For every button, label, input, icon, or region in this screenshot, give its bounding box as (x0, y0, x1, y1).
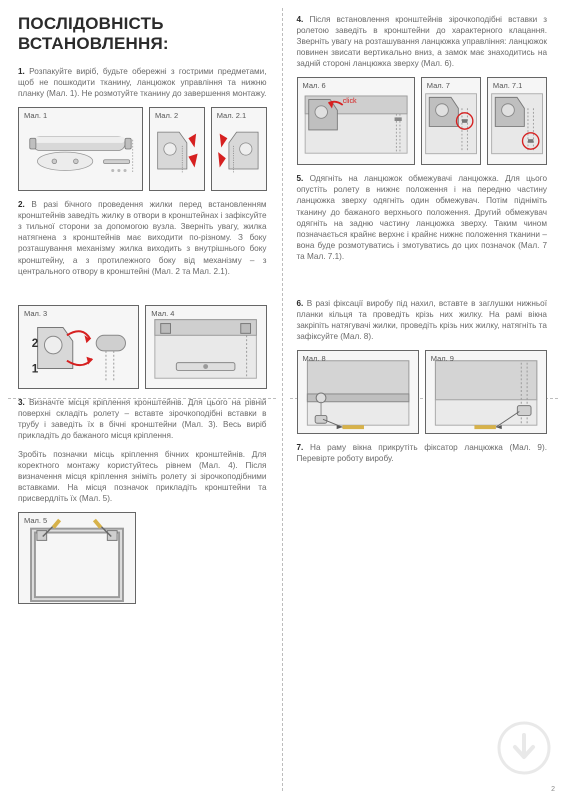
right-column: 4. Після встановлення кронштейнів зірочк… (283, 0, 565, 799)
step-3-text-b: Зробіть позначки місць кріплення бічних … (18, 449, 267, 504)
step-3-body-b: Зробіть позначки місць кріплення бічних … (18, 450, 267, 503)
instruction-page: ПОСЛІДОВНІСТЬ ВСТАНОВЛЕННЯ: 1. Розпакуйт… (0, 0, 565, 799)
figure-4: Мал. 4 (145, 305, 266, 389)
fig9-svg (426, 351, 546, 433)
step-3-text-a: 3. Визначте місця кріплення кронштейнів.… (18, 397, 267, 441)
step-7-num: 7. (297, 443, 304, 452)
figure-3: Мал. 3 2 1 (18, 305, 139, 389)
step-2-body: В разі бічного проведення жилки перед вс… (18, 200, 267, 275)
step-2-num: 2. (18, 200, 25, 209)
step-7-body: На раму вікна прикрутіть фіксатор ланцюж… (297, 443, 547, 463)
figure-2: Мал. 2 (149, 107, 205, 191)
step-1-text: 1. Розпакуйте виріб, будьте обережні з г… (18, 66, 267, 99)
fig-row-3: Мал. 5 (18, 512, 267, 604)
step-3-body-a: Визначте місця кріплення кронштейнів. Дл… (18, 398, 267, 440)
step-7-text: 7. На раму вікна прикрутіть фіксатор лан… (297, 442, 548, 464)
step-1-num: 1. (18, 67, 25, 76)
fig21-caption: Мал. 2.1 (217, 111, 246, 120)
click-label: click (342, 97, 356, 105)
figure-9: Мал. 9 (425, 350, 547, 434)
fig71-caption: Мал. 7.1 (493, 81, 522, 90)
page-title: ПОСЛІДОВНІСТЬ ВСТАНОВЛЕННЯ: (18, 14, 267, 54)
step-6-body: В разі фіксації виробу під нахил, вставт… (297, 299, 548, 341)
fig7-svg (422, 78, 480, 164)
spacer (18, 285, 267, 305)
fig71-svg (488, 78, 546, 164)
fig4-svg (146, 306, 265, 388)
figure-1: Мал. 1 (18, 107, 143, 191)
step-4-text: 4. Після встановлення кронштейнів зірочк… (297, 14, 548, 69)
fig5-svg (19, 513, 135, 603)
fig1-caption: Мал. 1 (24, 111, 47, 120)
figure-2-1: Мал. 2.1 (211, 107, 267, 191)
step-2-text: 2. В разі бічного проведення жилки перед… (18, 199, 267, 276)
fig21-svg (212, 108, 266, 190)
svg-text:1: 1 (32, 362, 39, 375)
fig3-caption: Мал. 3 (24, 309, 47, 318)
step-5-body: Одягніть на ланцюжок обмежувачі ланцюжка… (297, 174, 548, 260)
fig-row-5: Мал. 8 Мал. 9 (297, 350, 548, 434)
step-4-body: Після встановлення кронштейнів зірочкопо… (297, 15, 548, 68)
fig2-caption: Мал. 2 (155, 111, 178, 120)
fig1-svg (19, 108, 142, 190)
fig9-caption: Мал. 9 (431, 354, 454, 363)
fig-row-4: Мал. 6 click Мал. 7 (297, 77, 548, 165)
figure-8: Мал. 8 (297, 350, 419, 434)
figure-6: Мал. 6 click (297, 77, 415, 165)
figure-7-1: Мал. 7.1 (487, 77, 547, 165)
fig-row-1: Мал. 1 Мал. 2 (18, 107, 267, 191)
spacer-right (297, 270, 548, 298)
figure-7: Мал. 7 (421, 77, 481, 165)
step-6-text: 6. В разі фіксації виробу під нахил, вст… (297, 298, 548, 342)
fig5-caption: Мал. 5 (24, 516, 47, 525)
step-1-body: Розпакуйте виріб, будьте обережні з гост… (18, 67, 267, 98)
svg-text:2: 2 (32, 337, 39, 350)
watermark-icon (497, 721, 551, 775)
step-5-text: 5. Одягніть на ланцюжок обмежувачі ланцю… (297, 173, 548, 262)
page-number: 2 (551, 786, 555, 793)
figure-5: Мал. 5 (18, 512, 136, 604)
left-column: ПОСЛІДОВНІСТЬ ВСТАНОВЛЕННЯ: 1. Розпакуйт… (0, 0, 283, 799)
step-6-num: 6. (297, 299, 304, 308)
fig7-caption: Мал. 7 (427, 81, 450, 90)
fig-row-2: Мал. 3 2 1 Мал. 4 (18, 305, 267, 389)
fig6-svg: click (298, 78, 414, 164)
step-5-num: 5. (297, 174, 304, 183)
fig2-svg (150, 108, 204, 190)
fig3-svg: 2 1 (19, 306, 138, 388)
fig8-caption: Мал. 8 (303, 354, 326, 363)
fig8-svg (298, 351, 418, 433)
fig6-caption: Мал. 6 (303, 81, 326, 90)
step-4-num: 4. (297, 15, 304, 24)
step-3-num: 3. (18, 398, 25, 407)
fig4-caption: Мал. 4 (151, 309, 174, 318)
